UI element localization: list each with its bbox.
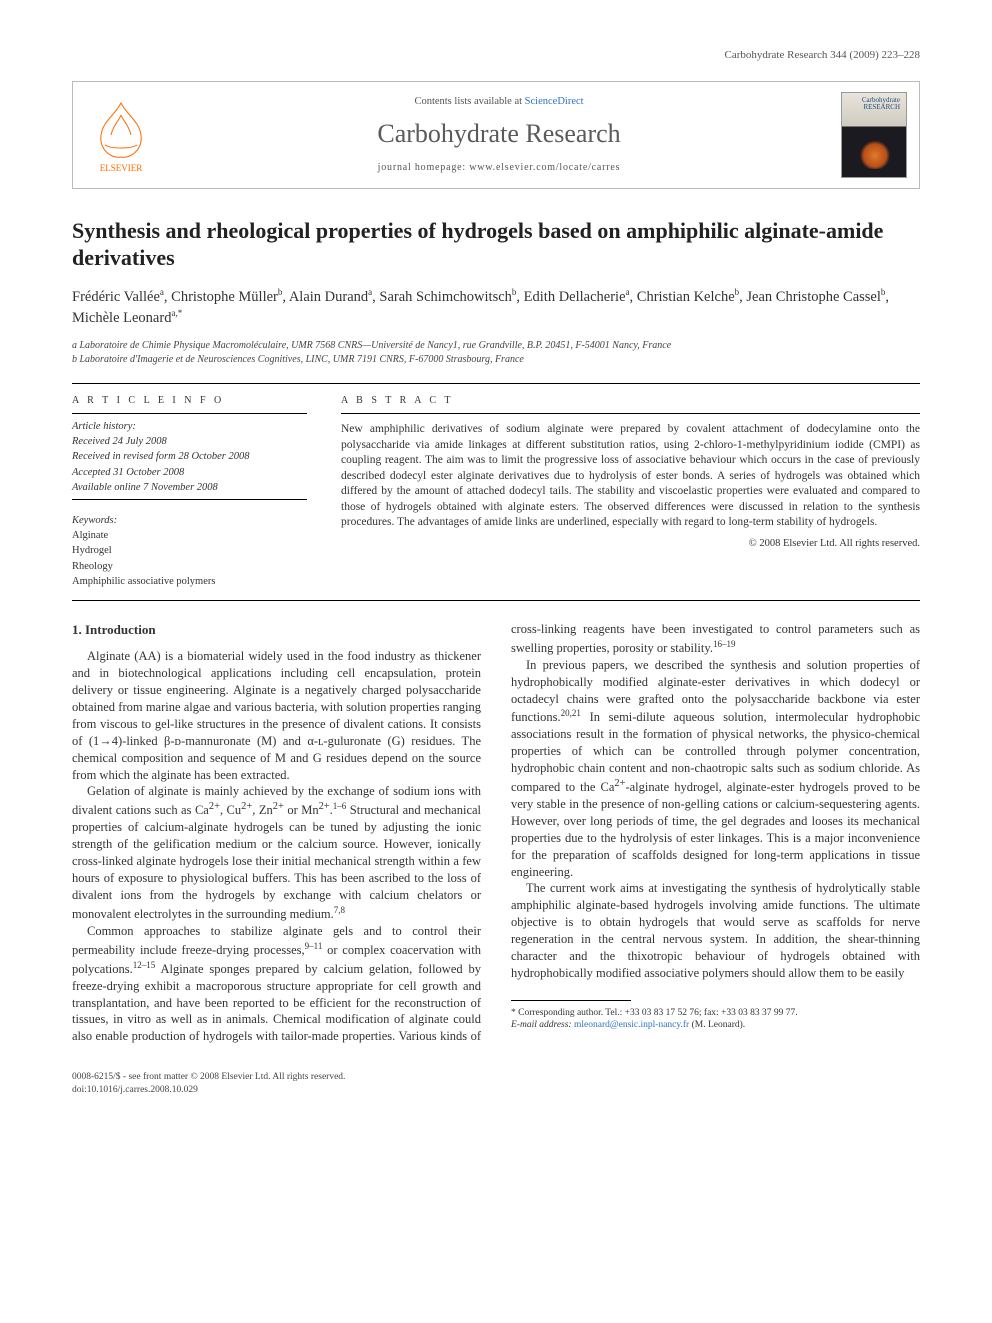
paragraph-2: Gelation of alginate is mainly achieved … bbox=[72, 783, 481, 922]
keyword-4: Amphiphilic associative polymers bbox=[72, 575, 307, 589]
footnote-separator bbox=[511, 1000, 631, 1001]
p2-frag-c: , Zn bbox=[252, 803, 273, 817]
article-info-column: A R T I C L E I N F O Article history: R… bbox=[72, 394, 307, 590]
history-accepted: Accepted 31 October 2008 bbox=[72, 466, 307, 480]
cover-thumb-title: Carbohydrate RESEARCH bbox=[848, 97, 900, 112]
article-title: Synthesis and rheological properties of … bbox=[72, 217, 920, 272]
affiliations: a Laboratoire de Chimie Physique Macromo… bbox=[72, 339, 920, 367]
section-1-head: 1. Introduction bbox=[72, 621, 481, 639]
author-list: Frédéric Valléea, Christophe Müllerb, Al… bbox=[72, 286, 920, 329]
journal-homepage: journal homepage: www.elsevier.com/locat… bbox=[175, 161, 823, 175]
p2-frag-b: , Cu bbox=[220, 803, 241, 817]
footnotes: * Corresponding author. Tel.: +33 03 83 … bbox=[511, 1007, 920, 1032]
paragraph-4: In previous papers, we described the syn… bbox=[511, 657, 920, 881]
affiliation-b: b Laboratoire d'Imagerie et de Neuroscie… bbox=[72, 353, 920, 367]
abstract-head: A B S T R A C T bbox=[341, 394, 920, 408]
doi-line: doi:10.1016/j.carres.2008.10.029 bbox=[72, 1084, 345, 1097]
abstract-column: A B S T R A C T New amphiphilic derivati… bbox=[341, 394, 920, 590]
ref-20-21: 20,21 bbox=[561, 708, 581, 718]
running-head: Carbohydrate Research 344 (2009) 223–228 bbox=[72, 48, 920, 63]
affiliation-a: a Laboratoire de Chimie Physique Macromo… bbox=[72, 339, 920, 353]
journal-banner: ELSEVIER Contents lists available at Sci… bbox=[72, 81, 920, 189]
paragraph-5: The current work aims at investigating t… bbox=[511, 880, 920, 981]
corresponding-email-link[interactable]: mleonard@ensic.inpl-nancy.fr bbox=[574, 1020, 689, 1030]
history-received: Received 24 July 2008 bbox=[72, 435, 307, 449]
keyword-1: Alginate bbox=[72, 529, 307, 543]
article-info-head: A R T I C L E I N F O bbox=[72, 394, 307, 408]
divider-full bbox=[72, 600, 920, 601]
ref-12-15: 12–15 bbox=[133, 960, 156, 970]
p2-frag-e: Structural and mechanical properties of … bbox=[72, 803, 481, 920]
ref-9-11: 9–11 bbox=[305, 941, 323, 951]
keyword-3: Rheology bbox=[72, 560, 307, 574]
abstract-text: New amphiphilic derivatives of sodium al… bbox=[341, 422, 920, 531]
email-label: E-mail address: bbox=[511, 1020, 572, 1030]
history-revised: Received in revised form 28 October 2008 bbox=[72, 450, 307, 464]
p4-frag-c: -alginate hydrogel, alginate-ester hydro… bbox=[511, 780, 920, 878]
page-footer: 0008-6215/$ - see front matter © 2008 El… bbox=[72, 1071, 920, 1097]
paragraph-1: Alginate (AA) is a biomaterial widely us… bbox=[72, 648, 481, 783]
corresponding-author: * Corresponding author. Tel.: +33 03 83 … bbox=[511, 1007, 920, 1019]
publisher-name: ELSEVIER bbox=[100, 163, 143, 173]
contents-prefix: Contents lists available at bbox=[414, 96, 524, 107]
front-matter-line: 0008-6215/$ - see front matter © 2008 El… bbox=[72, 1071, 345, 1084]
body-two-column: 1. Introduction Alginate (AA) is a bioma… bbox=[72, 621, 920, 1045]
keyword-2: Hydrogel bbox=[72, 544, 307, 558]
contents-available-line: Contents lists available at ScienceDirec… bbox=[175, 95, 823, 109]
keywords-head: Keywords: bbox=[72, 514, 307, 528]
sciencedirect-link[interactable]: ScienceDirect bbox=[525, 96, 584, 107]
p2-frag-d: or Mn bbox=[284, 803, 319, 817]
ref-16-19: 16–19 bbox=[713, 639, 736, 649]
publisher-logo: ELSEVIER bbox=[85, 95, 157, 175]
copyright-line: © 2008 Elsevier Ltd. All rights reserved… bbox=[341, 537, 920, 551]
history-online: Available online 7 November 2008 bbox=[72, 481, 307, 495]
journal-cover-thumbnail: Carbohydrate RESEARCH bbox=[841, 92, 907, 178]
divider-rule bbox=[72, 383, 920, 384]
journal-name: Carbohydrate Research bbox=[175, 116, 823, 151]
email-suffix: (M. Leonard). bbox=[692, 1020, 746, 1030]
ref-1-6: 1–6 bbox=[333, 801, 347, 811]
ref-7-8: 7,8 bbox=[334, 905, 345, 915]
history-head: Article history: bbox=[72, 420, 307, 434]
